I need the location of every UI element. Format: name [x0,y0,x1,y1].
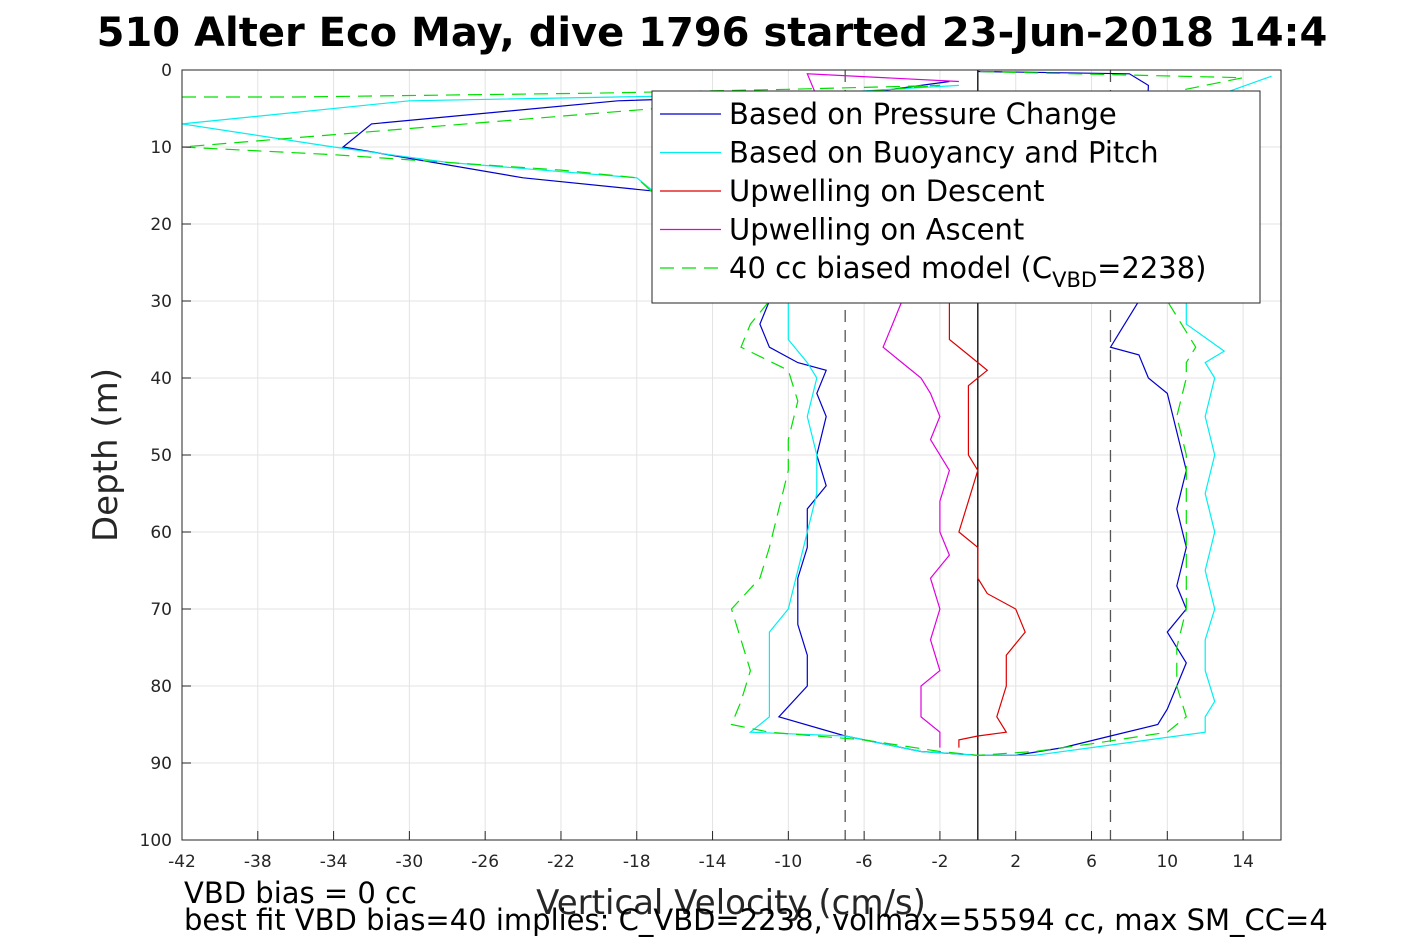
y-axis-label: Depth (m) [86,368,126,542]
x-tick-label: -22 [547,852,575,872]
x-tick-label: -34 [320,852,348,872]
y-axis-ticks: 0 10 20 30 40 50 60 70 80 90 100 [140,61,191,851]
x-tick-label: -30 [395,852,423,872]
y-tick-label: 40 [150,369,172,389]
x-tick-label: -6 [856,852,873,872]
y-tick-label: 20 [150,215,172,235]
x-tick-label: 6 [1086,852,1097,872]
y-tick-label: 30 [150,292,172,312]
x-tick-label: -2 [931,852,948,872]
x-tick-label: 10 [1156,852,1178,872]
y-tick-label: 60 [150,523,172,543]
series-line-4 [806,73,959,748]
y-tick-label: 90 [150,754,172,774]
y-tick-label: 50 [150,446,172,466]
x-tick-label: -10 [774,852,802,872]
x-tick-label: 14 [1232,852,1254,872]
x-tick-label: -14 [699,852,727,872]
y-tick-label: 0 [161,61,172,81]
x-tick-label: -26 [471,852,499,872]
x-axis-label: Vertical Velocity (cm/s) [536,883,926,923]
y-tick-label: 10 [150,138,172,158]
legend-label: Upwelling on Descent [729,174,1045,208]
legend-label: Based on Buoyancy and Pitch [729,136,1159,170]
x-tick-label: -42 [168,852,196,872]
legend-label: Upwelling on Ascent [729,213,1024,247]
legend-box [651,90,1261,304]
y-tick-label: 100 [140,831,172,851]
series-line-2 [181,75,1272,756]
legend: Based on Pressure Change Based on Buoyanc… [651,90,1261,304]
x-axis-ticks: -42 -38 -34 -30 -26 -22 -18 -14 -10 -6 -2 2 6 10 14 [168,831,1254,872]
footer-best-fit: best fit VBD bias=40 implies: C_VBD=2238… [184,903,1328,937]
series-line-3 [948,301,1026,748]
x-tick-label: -38 [244,852,272,872]
y-tick-label: 70 [150,600,172,620]
chart-title: 510 Alter Eco May, dive 1796 started 23-… [97,10,1328,56]
x-tick-label: -18 [623,852,651,872]
series-layer [181,70,1272,756]
legend-label: Based on Pressure Change [729,97,1117,131]
x-tick-label: 2 [1010,852,1021,872]
series-line-5 [181,70,1244,756]
y-tick-label: 80 [150,677,172,697]
footer-vbd-bias: VBD bias = 0 cc [184,876,417,910]
